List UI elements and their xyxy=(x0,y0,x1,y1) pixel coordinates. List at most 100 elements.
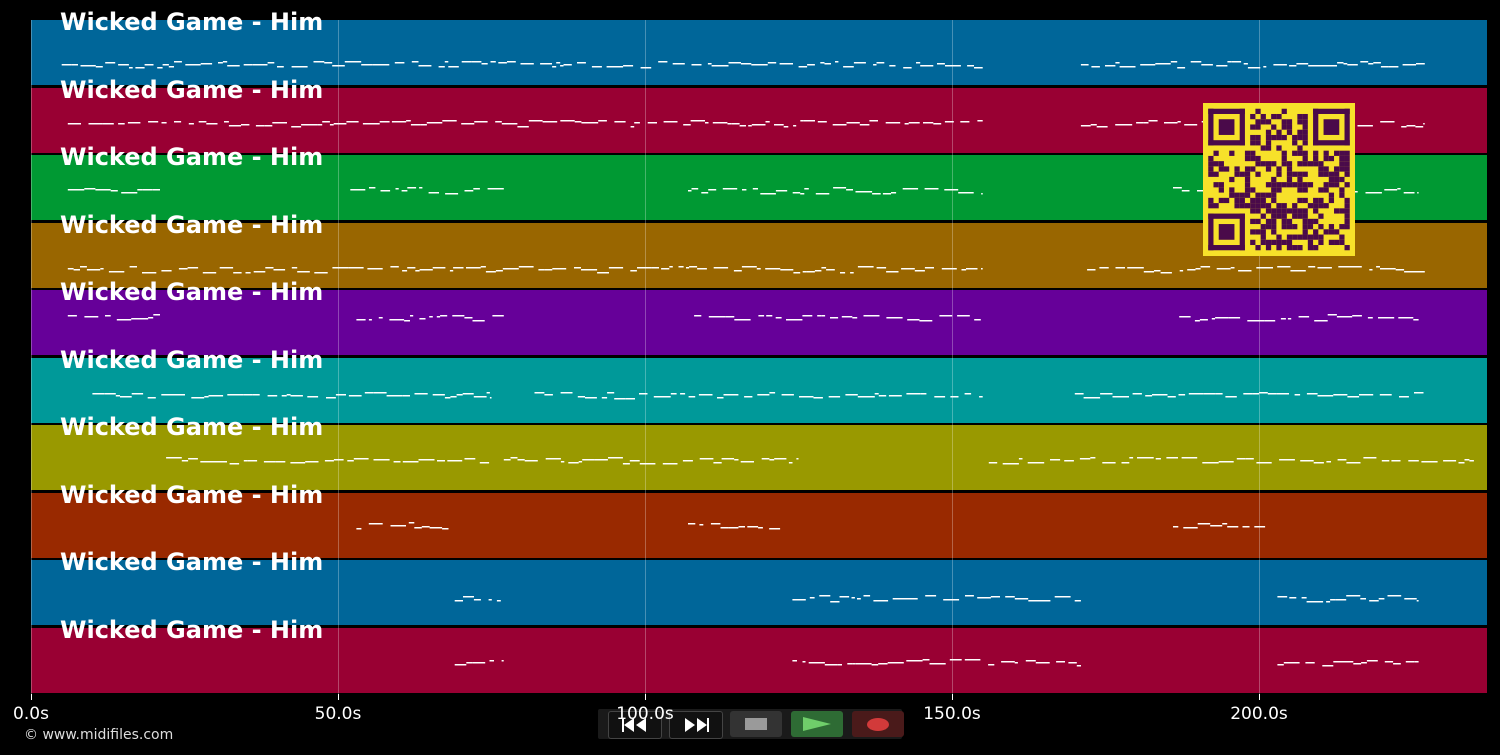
midi-note xyxy=(67,267,74,269)
qr-module xyxy=(1276,245,1282,251)
midi-note xyxy=(404,320,410,322)
midi-note xyxy=(142,189,153,191)
midi-note xyxy=(333,459,344,461)
midi-note xyxy=(463,596,474,598)
midi-note xyxy=(1378,598,1385,600)
midi-note xyxy=(832,123,847,125)
midi-note xyxy=(813,396,823,398)
midi-note xyxy=(591,66,602,68)
qr-module xyxy=(1323,155,1329,162)
midi-note xyxy=(520,63,534,65)
qr-module xyxy=(1339,239,1345,246)
qr-module xyxy=(1334,171,1340,177)
qr-module xyxy=(1244,192,1251,198)
midi-note xyxy=(347,460,354,462)
midi-note xyxy=(488,599,492,601)
midi-note xyxy=(1222,522,1228,524)
qr-module xyxy=(1260,119,1266,125)
record-button[interactable] xyxy=(852,711,904,737)
midi-note xyxy=(1443,460,1457,462)
midi-note xyxy=(545,458,561,460)
qr-module xyxy=(1223,166,1230,172)
midi-note xyxy=(1404,270,1420,272)
qr-module xyxy=(1265,208,1272,214)
midi-note xyxy=(934,395,946,397)
qr-module xyxy=(1344,213,1350,219)
fast-forward-icon xyxy=(685,718,709,732)
qr-module xyxy=(1250,197,1256,204)
midi-note xyxy=(863,595,871,597)
midi-note xyxy=(961,268,967,270)
midi-note xyxy=(577,62,586,64)
midi-note xyxy=(960,120,970,122)
midi-note xyxy=(281,394,287,396)
qr-module xyxy=(1239,108,1245,146)
midi-note xyxy=(728,62,741,64)
midi-note xyxy=(466,661,473,663)
qr-module xyxy=(1344,224,1350,230)
fast-forward-button[interactable] xyxy=(669,711,723,739)
midi-note xyxy=(301,123,318,125)
qr-module xyxy=(1344,108,1350,146)
midi-note xyxy=(245,271,251,273)
midi-note xyxy=(1273,64,1287,66)
qr-module xyxy=(1286,239,1293,246)
qr-module xyxy=(1302,171,1308,177)
midi-note xyxy=(882,193,891,195)
qr-module xyxy=(1344,161,1350,167)
qr-module xyxy=(1255,140,1261,146)
midi-note xyxy=(821,266,827,268)
midi-note xyxy=(850,271,854,273)
midi-note xyxy=(440,315,448,317)
qr-code-icon xyxy=(1203,103,1355,256)
midi-note xyxy=(1076,664,1081,666)
midi-note xyxy=(314,271,328,273)
midi-note xyxy=(1143,270,1154,272)
midi-note xyxy=(731,122,740,124)
midi-note xyxy=(658,61,668,63)
qr-module xyxy=(1328,239,1335,246)
grid-line xyxy=(645,20,646,694)
midi-note xyxy=(1343,63,1348,65)
midi-note xyxy=(353,458,369,460)
qr-module xyxy=(1281,218,1287,225)
qr-module xyxy=(1297,182,1303,188)
midi-note xyxy=(614,120,626,122)
midi-note xyxy=(1090,123,1097,125)
midi-note xyxy=(758,315,765,317)
qr-module xyxy=(1318,166,1324,172)
midi-note xyxy=(824,63,831,65)
midi-note xyxy=(1143,121,1149,123)
qr-module xyxy=(1286,182,1293,188)
midi-note xyxy=(924,188,939,190)
midi-note xyxy=(707,63,712,65)
midi-note xyxy=(95,189,111,191)
midi-note xyxy=(552,267,567,269)
midi-note xyxy=(1380,120,1395,122)
midi-note xyxy=(861,265,874,267)
qr-module xyxy=(1344,218,1350,225)
qr-module xyxy=(1218,161,1224,167)
midi-note xyxy=(1245,458,1254,460)
midi-note xyxy=(198,120,207,122)
midi-note xyxy=(941,267,957,269)
midi-note xyxy=(817,120,827,122)
midi-note xyxy=(775,190,788,192)
qr-module xyxy=(1344,155,1350,162)
qr-module xyxy=(1302,234,1308,240)
midi-note xyxy=(1102,462,1116,464)
midi-note xyxy=(1203,392,1216,394)
play-button[interactable] xyxy=(791,711,843,737)
midi-note xyxy=(886,270,899,272)
midi-note xyxy=(876,266,887,268)
qr-module xyxy=(1208,171,1214,177)
stop-button[interactable] xyxy=(730,711,782,737)
midi-note xyxy=(1347,64,1358,66)
midi-note xyxy=(800,119,804,121)
midi-note xyxy=(1014,598,1029,600)
rewind-button[interactable] xyxy=(608,711,662,739)
midi-note xyxy=(227,393,244,395)
midi-note xyxy=(1333,660,1343,662)
midi-note xyxy=(705,121,709,123)
qr-module xyxy=(1302,129,1308,135)
